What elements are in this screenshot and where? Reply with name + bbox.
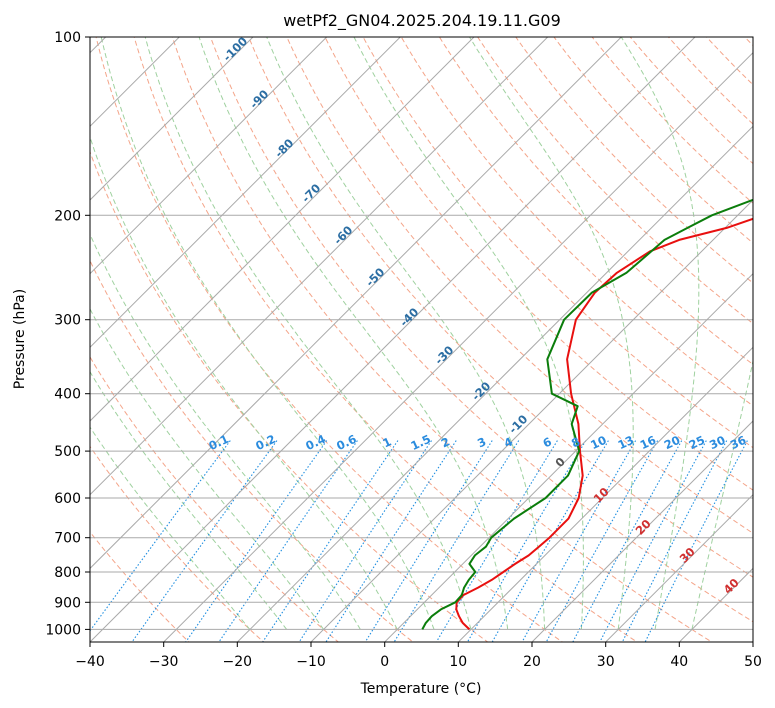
isotherm-line [90,37,475,422]
dry-adiabat-line [286,37,753,534]
mixing-ratio-label: 10 [588,433,608,452]
x-tick-label: −40 [75,654,105,670]
mixing-ratio-line [435,440,558,642]
y-tick-label: 500 [54,444,81,460]
y-tick-label: 600 [54,491,81,507]
moist-adiabat-line [469,37,634,630]
isotherm-line [90,37,402,349]
chart-title: wetPf2_GN04.2025.204.19.11.G09 [283,11,561,31]
mixing-ratio-line [599,440,707,642]
mixing-ratio-label: 25 [687,433,707,452]
dry-adiabat-line [248,37,753,578]
dry-adiabat-line [438,37,753,366]
moist-adiabats [90,37,753,630]
moist-adiabat-line [691,358,753,630]
x-tick-label: 20 [523,654,541,670]
x-tick-label: 10 [449,654,467,670]
moist-adiabat-line [353,37,584,630]
y-tick-label: 1000 [45,622,81,638]
dry-adiabat-line [90,150,489,642]
y-tick-label: 300 [54,313,81,329]
moist-adiabat-line [198,37,509,630]
isotherm-line [531,420,753,642]
mixing-ratio-line [466,440,587,642]
isotherm-line [310,199,753,642]
x-axis-label: Temperature (°C) [360,681,482,697]
isotherm-line [90,37,696,642]
y-tick-label: 200 [54,208,81,224]
isotherm-line [457,346,753,642]
dry-adiabat-line [90,445,265,642]
y-tick-label: 700 [54,531,81,547]
mixing-ratio-label: 30 [707,433,727,452]
plot-area: 0.1 0.2 0.4 0.6 1 1.5 2 3 4 6 8 10 13 16 20 25 30 36-100-… [90,37,753,642]
isotherm-line [162,51,753,642]
sounding-profiles [421,198,753,631]
x-tick-label: 50 [744,654,762,670]
isotherm-line [383,272,753,642]
mixing-ratio-label: 13 [616,433,636,452]
moist-adiabat-line [100,37,435,630]
isotherm-line [604,493,753,642]
y-tick-label: 100 [54,30,81,46]
dry-adiabat-line [133,37,638,642]
y-tick-label: 900 [54,595,81,611]
mixing-ratio-label: 16 [638,433,658,452]
pressure-gridlines [90,37,753,630]
x-tick-label: −10 [296,654,326,670]
plot-frame [89,36,754,643]
y-axis-ticks: 1000 900 800 700 600 500 400 300 200 100 [45,30,90,638]
dry-adiabat-line [90,259,414,642]
mixing-ratio-line [572,440,683,642]
isotherm-line [90,37,254,201]
mixing-ratio-line [90,440,231,632]
mixing-ratio-line [621,440,728,642]
mixing-ratio-line [393,440,520,642]
x-tick-label: −30 [149,654,179,670]
x-tick-label: 40 [670,654,688,670]
x-tick-label: 30 [597,654,615,670]
y-tick-label: 800 [54,565,81,581]
x-axis-ticks: −40 −30 −20 −10 0 10 20 30 40 50 [75,642,762,670]
dry-adiabat-line [477,37,753,325]
x-tick-label: 0 [380,654,389,670]
dry-adiabat-line [667,37,753,125]
dry-adiabat-line [90,356,340,642]
dry-adiabat-line [400,37,753,407]
moist-adiabat-line [266,37,546,630]
dry-adiabat-line [324,37,753,491]
moist-adiabat-line [90,135,398,630]
dewpoint-profile [421,198,753,630]
moist-adiabat-line [90,232,361,630]
mixing-ratio-line [545,440,659,642]
mixing-ratio-line [521,440,637,642]
isotherm-line [90,37,181,128]
mixing-ratio-label: 36 [728,433,748,452]
dry-adiabat-line [362,37,753,449]
isotherms [90,37,753,642]
y-axis-label: Pressure (hPa) [12,289,28,389]
dry-adiabat-line [515,37,753,284]
mixing-ratio-line [185,440,328,642]
moist-adiabat-line [90,308,324,630]
isotherm-line [236,125,753,642]
isotherm-line [90,37,549,496]
moist-adiabat-line [620,37,700,630]
mixing-ratio-line [131,440,278,642]
isotherm-line [90,37,328,275]
mixing-ratio-lines [90,440,748,642]
mixing-ratio-line [262,440,399,642]
mixing-ratio-line [298,440,432,642]
isotherm-line [90,37,623,570]
y-tick-label: 400 [54,387,81,403]
mixing-ratio-label: 20 [662,433,682,452]
dry-adiabat-line [591,37,753,204]
x-tick-label: −20 [223,654,253,670]
temperature-profile [455,217,753,631]
mixing-ratio-line [491,440,609,642]
